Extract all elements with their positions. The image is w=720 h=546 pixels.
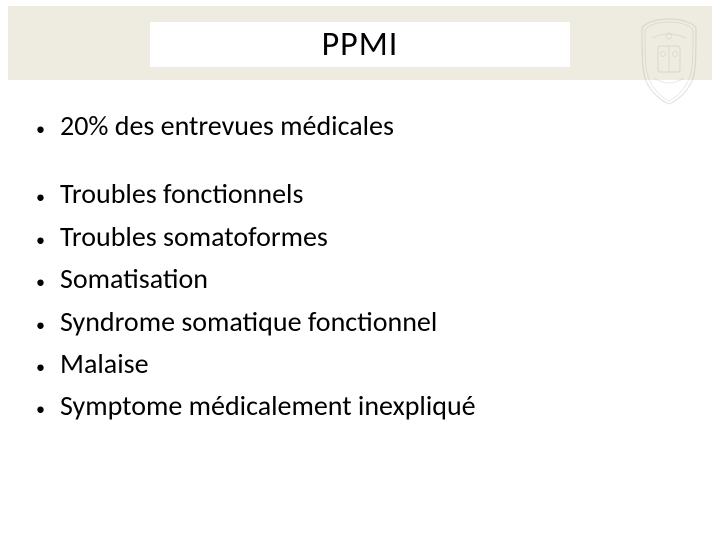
list-item: • Troubles somatoformes: [36, 219, 684, 255]
bullet-text: Syndrome somatique fonctionnel: [60, 304, 437, 340]
bullet-text: Somatisation: [60, 261, 208, 297]
list-item: • Symptome médicalement inexpliqué: [36, 388, 684, 424]
crest-icon: [634, 16, 704, 106]
bullet-icon: •: [36, 271, 46, 294]
bullet-icon: •: [36, 398, 46, 421]
bullet-text: Symptome médicalement inexpliqué: [60, 388, 476, 424]
bullet-group-1: • 20% des entrevues médicales: [36, 108, 684, 144]
bullet-icon: •: [36, 186, 46, 209]
list-item: • Troubles fonctionnels: [36, 176, 684, 212]
list-item: • Malaise: [36, 346, 684, 382]
bullet-icon: •: [36, 229, 46, 252]
bullet-text: 20% des entrevues médicales: [60, 108, 394, 144]
bullet-icon: •: [36, 118, 46, 141]
list-item: • 20% des entrevues médicales: [36, 108, 684, 144]
bullet-group-2: • Troubles fonctionnels • Troubles somat…: [36, 176, 684, 424]
bullet-text: Troubles somatoformes: [60, 219, 328, 255]
list-item: • Syndrome somatique fonctionnel: [36, 304, 684, 340]
slide-title: PPMI: [322, 24, 399, 65]
bullet-icon: •: [36, 356, 46, 379]
title-box: PPMI: [150, 22, 570, 67]
title-bar: PPMI: [8, 6, 712, 80]
bullet-text: Malaise: [60, 346, 149, 382]
bullet-icon: •: [36, 314, 46, 337]
slide-content: • 20% des entrevues médicales • Troubles…: [0, 80, 720, 425]
bullet-text: Troubles fonctionnels: [60, 176, 303, 212]
list-item: • Somatisation: [36, 261, 684, 297]
